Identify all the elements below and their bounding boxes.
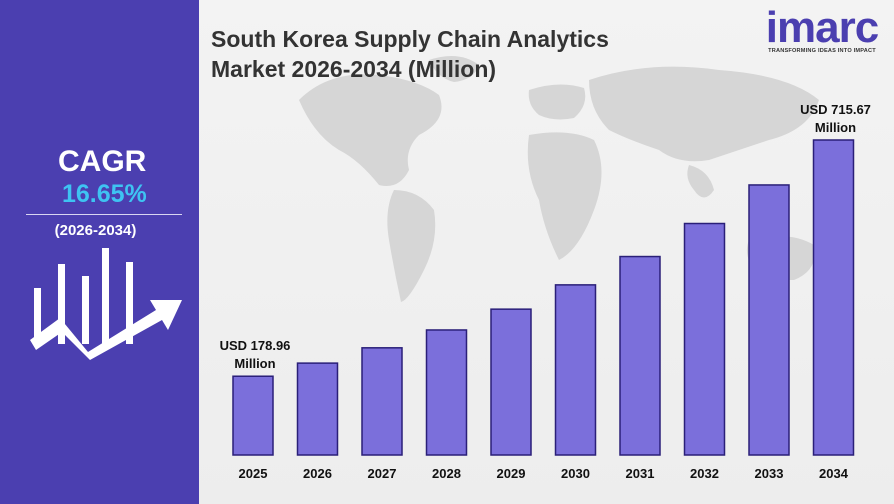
x-tick-label-2034: 2034 [819,466,849,481]
bar-2025 [232,375,274,456]
cagr-period: (2026-2034) [54,222,137,239]
bar-2028 [425,329,468,456]
x-tick-label-2026: 2026 [303,466,332,481]
x-tick-label-2033: 2033 [755,466,784,481]
imarc-logo: imarc TRANSFORMING IDEAS INTO IMPACT [763,3,881,55]
x-tick-label-2027: 2027 [368,466,397,481]
x-tick-label-2030: 2030 [561,466,590,481]
x-tick-label-2029: 2029 [497,466,526,481]
data-label-2025: USD 178.96 [220,338,291,353]
bar-2029 [490,308,532,456]
world-map-background [299,56,819,302]
cagr-divider [26,214,182,215]
chart-title: South Korea Supply Chain Analytics Marke… [211,26,609,82]
bar-2031 [619,255,661,456]
cagr-panel: CAGR 16.65% (2026-2034) [0,0,199,504]
bar-2026 [296,362,339,456]
bar-2027 [361,347,403,456]
logo-tagline: TRANSFORMING IDEAS INTO IMPACT [768,48,876,54]
data-label-2025: Million [234,356,275,371]
logo-wordmark: imarc [765,3,879,52]
x-tick-label-2031: 2031 [626,466,655,481]
bar-2033 [748,184,790,456]
data-label-2034: USD 715.67 [800,102,871,117]
bar-2030 [554,284,597,456]
x-tick-label-2025: 2025 [239,466,268,481]
bar-2034 [812,139,855,456]
cagr-value: 16.65% [62,180,147,208]
growth-chart-icon [30,248,182,360]
data-label-2034: Million [815,120,856,135]
bar-2032 [683,222,726,456]
x-tick-label-2032: 2032 [690,466,719,481]
cagr-label: CAGR [58,145,147,178]
x-tick-label-2028: 2028 [432,466,461,481]
